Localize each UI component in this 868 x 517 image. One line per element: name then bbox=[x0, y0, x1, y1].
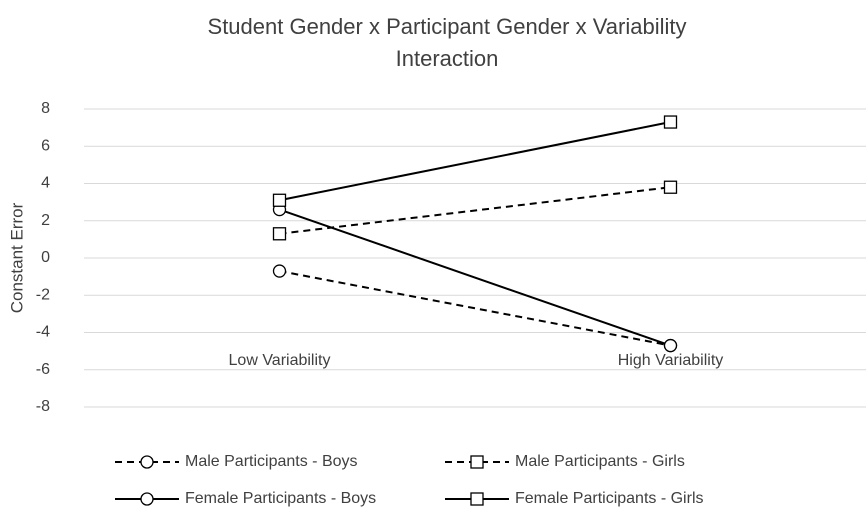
y-tick-label: -6 bbox=[36, 361, 50, 378]
y-tick-label: 6 bbox=[41, 137, 50, 154]
y-tick-label: 8 bbox=[41, 100, 50, 117]
legend-label: Female Participants - Boys bbox=[185, 490, 376, 507]
y-axis-label: Constant Error bbox=[7, 202, 26, 313]
chart-title-line2: Interaction bbox=[396, 46, 499, 71]
legend-marker bbox=[470, 455, 484, 469]
data-point bbox=[663, 115, 678, 129]
y-tick-label: -2 bbox=[36, 286, 50, 303]
legend-label: Female Participants - Girls bbox=[515, 490, 704, 507]
series-line bbox=[279, 208, 671, 347]
legend-marker bbox=[470, 492, 484, 506]
x-tick-label: Low Variability bbox=[229, 352, 331, 369]
x-tick-label: High Variability bbox=[618, 352, 724, 369]
series-line bbox=[279, 186, 671, 235]
legend-label: Male Participants - Girls bbox=[515, 453, 685, 470]
legend-marker bbox=[140, 455, 154, 469]
legend-marker bbox=[140, 492, 154, 506]
data-point bbox=[663, 180, 678, 194]
data-point bbox=[272, 227, 287, 241]
chart-title-line1: Student Gender x Participant Gender x Va… bbox=[208, 14, 687, 39]
y-tick-label: 0 bbox=[41, 249, 50, 266]
y-tick-label: 4 bbox=[41, 175, 50, 192]
y-tick-label: -4 bbox=[36, 324, 50, 341]
y-tick-label: -8 bbox=[36, 398, 50, 415]
legend-label: Male Participants - Boys bbox=[185, 453, 358, 470]
series-line bbox=[279, 270, 671, 347]
data-point bbox=[663, 338, 678, 353]
y-tick-label: 2 bbox=[41, 212, 50, 229]
data-point bbox=[272, 264, 287, 278]
data-point bbox=[272, 193, 287, 207]
series-line bbox=[279, 121, 671, 202]
